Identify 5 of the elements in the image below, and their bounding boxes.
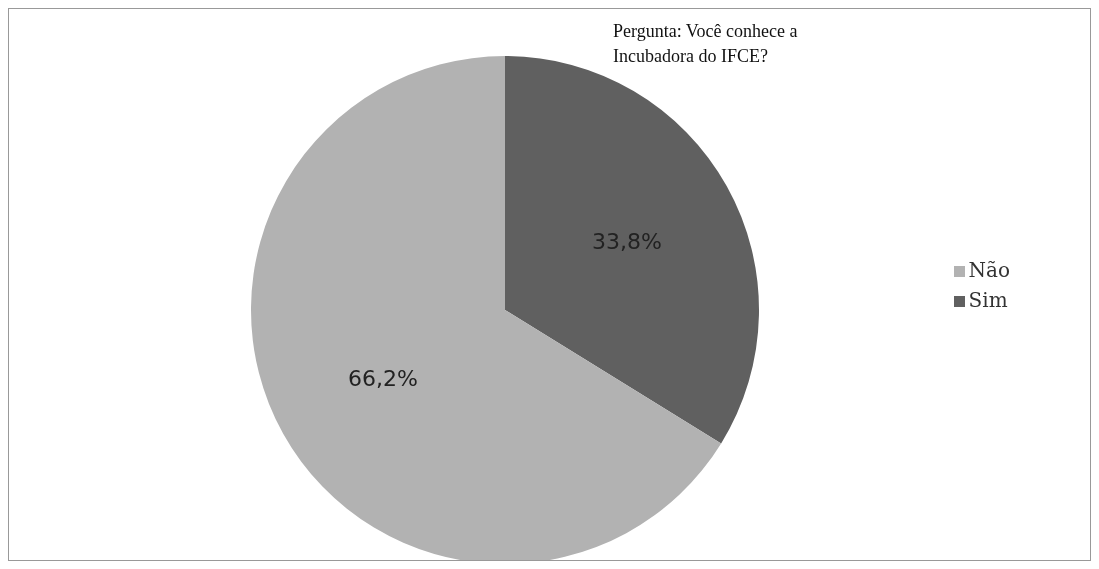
data-label: 33,8% — [592, 229, 662, 255]
chart-title: Pergunta: Você conhece a Incubadora do IFCE? — [613, 20, 799, 68]
legend-label: Sim — [968, 287, 1008, 312]
legend-label: Não — [968, 257, 1010, 282]
data-label: 66,2% — [348, 365, 418, 391]
